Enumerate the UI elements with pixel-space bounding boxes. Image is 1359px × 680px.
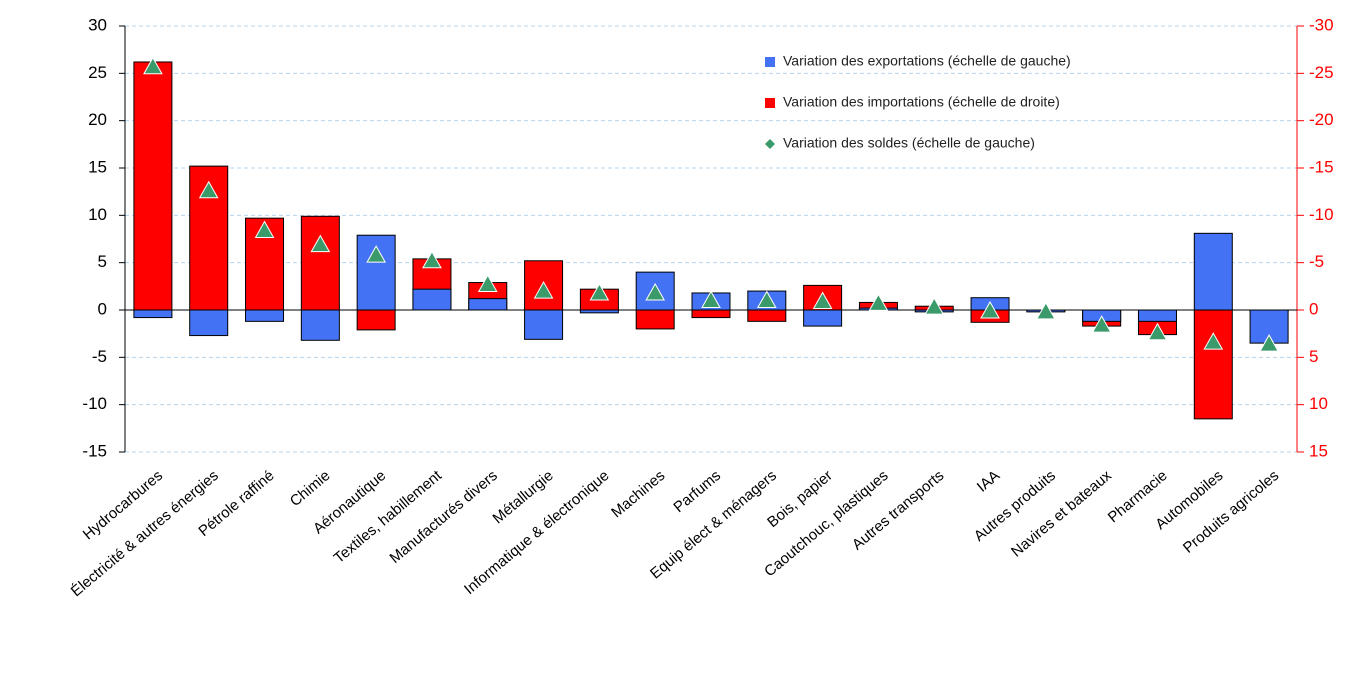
- bar: [300, 215, 340, 311]
- legend-marker: [765, 139, 775, 149]
- bar: [747, 309, 787, 322]
- y2-tick-label: 10: [1309, 394, 1328, 413]
- x-tick-label: Machines: [608, 467, 668, 521]
- bar: [412, 288, 452, 311]
- marker: [1147, 322, 1168, 341]
- x-tick-label: Produits agricoles: [1180, 467, 1282, 557]
- marker: [645, 282, 666, 301]
- marker: [812, 291, 833, 309]
- marker: [198, 180, 219, 199]
- bar: [356, 309, 396, 331]
- marker: [254, 220, 275, 238]
- marker: [589, 282, 610, 301]
- bar: [300, 309, 340, 341]
- y-tick-label: 30: [88, 15, 107, 34]
- x-tick-label: Manufacturés divers: [386, 467, 500, 567]
- y-tick-label: -5: [92, 347, 107, 366]
- y2-tick-label: 0: [1309, 299, 1318, 318]
- bar: [803, 309, 843, 327]
- y-tick-label: 0: [98, 299, 107, 318]
- y2-tick-label: -5: [1309, 252, 1324, 271]
- y2-tick-label: -30: [1309, 15, 1334, 34]
- legend-label: Variation des soldes (échelle de gauche): [783, 135, 1035, 151]
- y2-tick-label: -10: [1309, 205, 1334, 224]
- marker: [310, 234, 331, 253]
- y2-tick-label: 5: [1309, 347, 1318, 366]
- legend-label: Variation des importations (échelle de d…: [783, 94, 1060, 110]
- bar: [524, 309, 564, 340]
- legend-box: [750, 42, 1185, 164]
- marker: [1259, 334, 1279, 352]
- marker: [756, 290, 777, 309]
- marker: [477, 274, 498, 292]
- y-tick-label: 5: [98, 252, 107, 271]
- bar: [245, 309, 285, 322]
- marker: [366, 245, 386, 263]
- legend-label: Variation des exportations (échelle de g…: [783, 53, 1071, 69]
- y-tick-label: 20: [88, 110, 107, 129]
- y-tick-label: 15: [88, 157, 107, 176]
- bar: [189, 309, 229, 337]
- marker: [422, 250, 442, 269]
- marker: [1203, 332, 1224, 350]
- y-tick-label: 25: [88, 63, 107, 82]
- marker: [1091, 315, 1112, 333]
- x-tick-label: IAA: [974, 467, 1003, 496]
- x-tick-label: Chimie: [287, 467, 334, 510]
- marker: [143, 56, 163, 75]
- marker: [924, 297, 945, 315]
- bar: [468, 298, 508, 311]
- bar: [1193, 309, 1233, 420]
- y-tick-label: 10: [88, 205, 107, 224]
- bar: [133, 309, 173, 319]
- legend-marker: [765, 98, 775, 108]
- y2-tick-label: -20: [1309, 110, 1334, 129]
- bar: [691, 309, 731, 319]
- marker: [980, 300, 1000, 319]
- y-tick-label: -15: [82, 441, 107, 460]
- marker: [1036, 301, 1056, 320]
- x-tick-label: Navires et bateaux: [1008, 467, 1115, 561]
- y2-tick-label: -15: [1309, 157, 1334, 176]
- bar: [635, 309, 675, 330]
- marker: [701, 290, 721, 309]
- legend-marker: [765, 57, 775, 67]
- x-tick-label: Parfums: [670, 467, 724, 516]
- bar: [133, 61, 173, 311]
- y2-tick-label: -25: [1309, 63, 1334, 82]
- y2-tick-label: 15: [1309, 441, 1328, 460]
- bar: [1193, 232, 1233, 311]
- bar: [1137, 309, 1177, 322]
- y-tick-label: -10: [82, 394, 107, 413]
- marker: [868, 293, 889, 311]
- marker: [533, 281, 554, 299]
